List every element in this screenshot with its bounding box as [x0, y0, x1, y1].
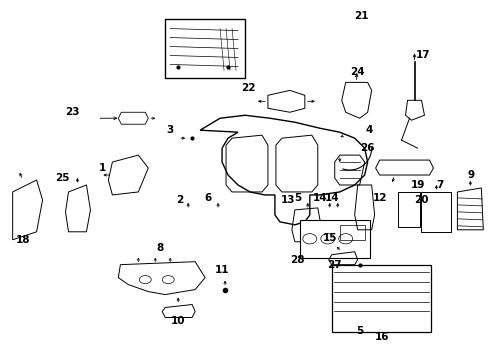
Text: 11: 11 — [214, 265, 229, 275]
Text: 6: 6 — [204, 193, 211, 203]
Text: 22: 22 — [240, 84, 255, 93]
Bar — [421, 192, 450, 232]
Text: 28: 28 — [290, 255, 305, 265]
Text: 10: 10 — [171, 316, 185, 327]
Text: 17: 17 — [415, 50, 430, 60]
Bar — [339, 225, 364, 240]
Text: 1: 1 — [99, 163, 106, 173]
Text: 3: 3 — [166, 125, 173, 135]
Text: 7: 7 — [435, 180, 442, 190]
Text: 13: 13 — [280, 195, 295, 205]
Bar — [331, 265, 430, 332]
Text: 18: 18 — [15, 235, 30, 245]
Text: 25: 25 — [55, 173, 70, 183]
Text: 5: 5 — [294, 193, 301, 203]
Text: 23: 23 — [65, 107, 80, 117]
Text: 4: 4 — [365, 125, 372, 135]
Bar — [397, 192, 419, 227]
Text: 9: 9 — [467, 170, 474, 180]
Text: 16: 16 — [374, 332, 388, 342]
Text: 27: 27 — [327, 260, 341, 270]
Text: 14: 14 — [312, 193, 326, 203]
Text: 2: 2 — [176, 195, 183, 205]
Text: 20: 20 — [413, 195, 428, 205]
Bar — [165, 19, 244, 78]
Text: 14: 14 — [324, 193, 338, 203]
Text: 24: 24 — [349, 67, 364, 77]
Text: 21: 21 — [354, 11, 368, 21]
Bar — [299, 220, 369, 258]
Text: 26: 26 — [360, 143, 374, 153]
Text: 19: 19 — [409, 180, 424, 190]
Text: 8: 8 — [156, 243, 163, 253]
Text: 15: 15 — [322, 233, 336, 243]
Text: 12: 12 — [371, 193, 386, 203]
Text: 5: 5 — [355, 327, 363, 336]
